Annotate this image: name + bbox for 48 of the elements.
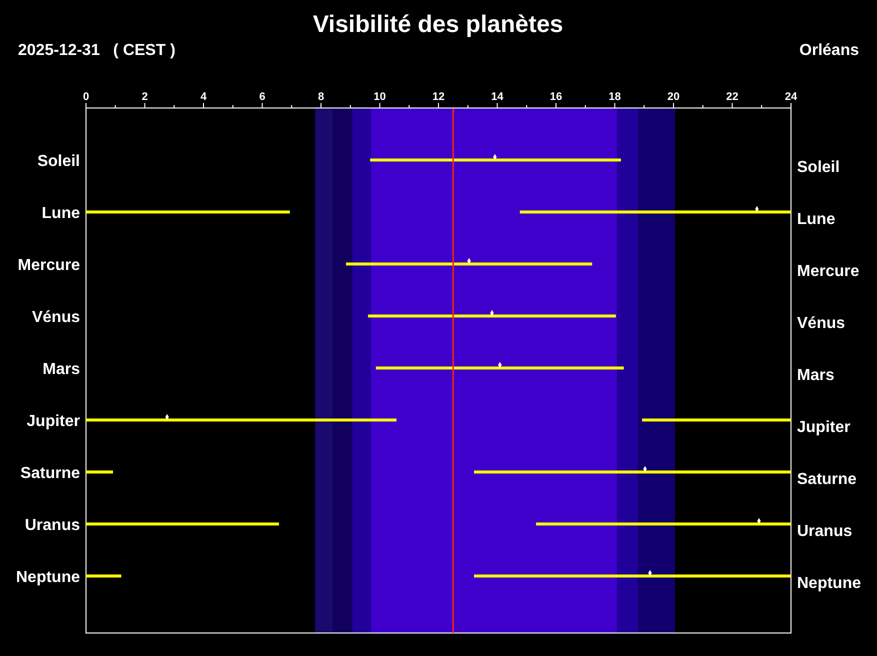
y-tick-label: Mars [42, 361, 80, 378]
x-tick-label: 2 [142, 91, 148, 103]
text: Orléans [799, 42, 860, 59]
x-tick-label: 16 [550, 91, 562, 103]
bar [346, 262, 592, 266]
x-tick-label: 10 [374, 91, 386, 103]
x-tick-label: 12 [432, 91, 445, 103]
x-tick-label: 18 [608, 91, 621, 103]
y-tick-label: Soleil [37, 153, 80, 170]
category-label: Vénus [797, 315, 846, 332]
text: 2025-12-31 ( CEST ) [18, 42, 176, 59]
bar [86, 522, 279, 526]
x-tick-label: 24 [784, 91, 798, 103]
category-label: Mercure [797, 263, 860, 280]
x-tick-label: 0 [82, 91, 90, 103]
y-tick-label: Mercure [18, 257, 80, 274]
x-tick-label: 6 [259, 91, 266, 103]
bar [474, 470, 791, 474]
bar [370, 158, 621, 162]
bar [86, 210, 290, 214]
y-tick-label: Lune [42, 205, 80, 222]
y-tick-label: Jupiter [26, 413, 80, 430]
bar [520, 210, 791, 214]
y-tick-label: Saturne [20, 465, 80, 482]
category-label: Mars [797, 367, 834, 384]
x-tick-label: 4 [200, 91, 208, 103]
y-tick-label: Vénus [32, 309, 80, 326]
bar [376, 366, 624, 370]
bar [536, 522, 791, 526]
x-tick-label: 8 [318, 91, 324, 103]
x-tick-label: 22 [726, 91, 738, 103]
bar [642, 418, 791, 422]
category-label: Uranus [797, 523, 852, 540]
y-tick-label: Neptune [16, 569, 80, 586]
x-tick-label: 14 [491, 91, 504, 103]
category-label: Lune [797, 211, 836, 228]
bar [86, 418, 396, 422]
category-label: Neptune [797, 575, 861, 592]
x-tick-label: 20 [667, 91, 680, 103]
bar [86, 470, 114, 474]
bar [368, 314, 616, 318]
chart-title: Visibilité des planètes [312, 11, 564, 38]
category-label: Saturne [797, 471, 857, 488]
category-label: Soleil [797, 159, 840, 176]
category-label: Jupiter [797, 419, 850, 436]
y-tick-label: Uranus [24, 517, 80, 534]
bar [86, 574, 122, 578]
bar [474, 574, 791, 578]
